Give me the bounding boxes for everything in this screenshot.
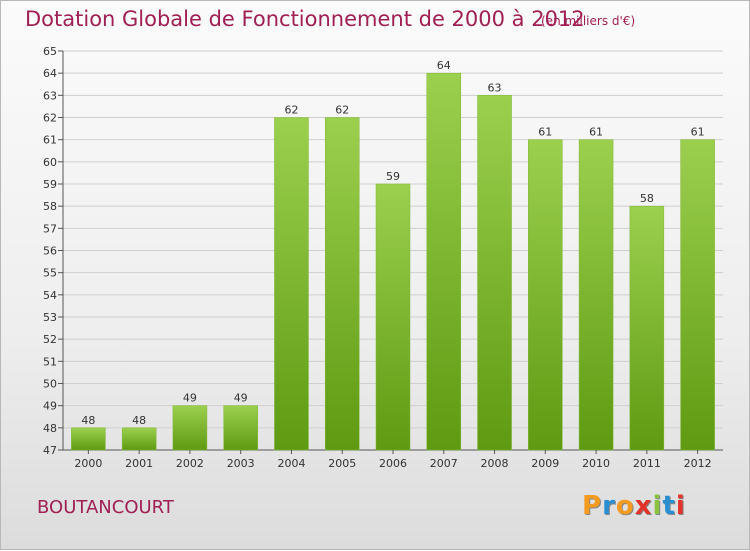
data-label-2006: 59 [386, 170, 400, 183]
bar-2004 [274, 117, 309, 451]
data-label-2005: 62 [335, 104, 349, 117]
chart-title: Dotation Globale de Fonctionnement de 20… [25, 7, 585, 31]
x-tick-label-2003: 2003 [227, 457, 255, 470]
data-label-2001: 48 [132, 414, 146, 427]
y-tick-label: 56 [43, 245, 57, 258]
data-label-2012: 61 [691, 126, 705, 139]
bar-2005 [324, 117, 360, 451]
y-tick-label: 60 [43, 156, 57, 169]
data-label-2011: 58 [640, 192, 654, 205]
bar-2000 [71, 427, 106, 451]
commune-name: BOUTANCOURT [37, 497, 174, 518]
y-tick-label: 50 [43, 378, 57, 391]
x-axis-ticks: 2000 2001 2002 2003 2004 2005 2006 2007 2008 2009… [74, 450, 712, 470]
data-label-2002: 49 [183, 392, 197, 405]
bar-2003 [223, 405, 258, 451]
x-tick-label-2005: 2005 [328, 457, 356, 470]
data-labels: 48 48 49 49 62 62 59 64 63 61 61 58 61 [81, 59, 704, 427]
logo-letter: P [582, 491, 603, 521]
y-tick-label: 52 [43, 333, 57, 346]
logo-letter: i [675, 491, 686, 521]
data-label-2000: 48 [81, 414, 95, 427]
bar-2002 [172, 405, 208, 451]
data-label-2003: 49 [234, 392, 248, 405]
y-tick-label: 65 [43, 45, 57, 58]
x-tick-label-2007: 2007 [430, 457, 458, 470]
chart-unit: (en milliers d'€) [541, 14, 636, 28]
y-tick-label: 59 [43, 178, 57, 191]
bar-2001 [121, 427, 157, 451]
x-tick-label-2008: 2008 [481, 457, 509, 470]
y-tick-label: 62 [43, 112, 57, 125]
data-label-2004: 62 [284, 104, 298, 117]
y-tick-label: 51 [43, 355, 57, 368]
y-tick-label: 54 [43, 289, 57, 302]
x-tick-label-2009: 2009 [531, 457, 559, 470]
bar-2009 [528, 139, 563, 451]
data-label-2010: 61 [589, 126, 603, 139]
x-tick-label-2002: 2002 [176, 457, 204, 470]
y-tick-label: 61 [43, 134, 57, 147]
y-tick-label: 53 [43, 311, 57, 324]
x-tick-label-2004: 2004 [277, 457, 305, 470]
bars [71, 72, 715, 451]
y-tick-label: 64 [43, 67, 57, 80]
x-tick-label-2012: 2012 [684, 457, 712, 470]
y-tick-label: 48 [43, 422, 57, 435]
y-tick-label: 63 [43, 89, 57, 102]
bar-2012 [680, 139, 715, 451]
y-tick-label: 49 [43, 400, 57, 413]
y-tick-label: 55 [43, 267, 57, 280]
bar-2007 [426, 72, 462, 451]
logo-letter: r [602, 491, 616, 521]
data-label-2008: 63 [488, 81, 502, 94]
bar-2008 [477, 95, 512, 451]
x-tick-label-2011: 2011 [633, 457, 661, 470]
x-tick-label-2001: 2001 [125, 457, 153, 470]
logo-letter: i [652, 491, 663, 521]
data-label-2009: 61 [538, 126, 552, 139]
bar-2006 [375, 183, 411, 451]
y-axis-ticks: 47 48 49 50 51 52 53 54 55 56 57 58 59 60 61 62 63 64 65 [43, 45, 723, 457]
bar-2011 [629, 205, 665, 451]
y-tick-label: 57 [43, 222, 57, 235]
bar-2010 [578, 139, 614, 451]
proxiti-logo: Proxiti [582, 491, 686, 521]
logo-letter: o [615, 491, 635, 521]
y-tick-label: 58 [43, 200, 57, 213]
logo-letter: t [662, 491, 676, 521]
logo-letter: x [634, 491, 653, 521]
data-label-2007: 64 [437, 59, 451, 72]
x-tick-label-2010: 2010 [582, 457, 610, 470]
x-tick-label-2006: 2006 [379, 457, 407, 470]
x-tick-label-2000: 2000 [74, 457, 102, 470]
y-tick-label: 47 [43, 444, 57, 457]
